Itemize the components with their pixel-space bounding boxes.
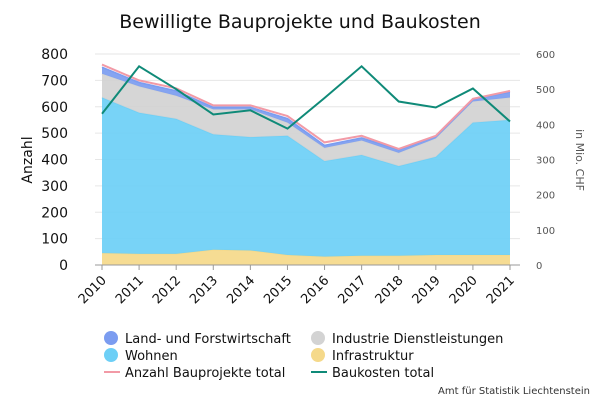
x-tick-label: 2021: [484, 273, 518, 307]
legend-swatch-dot: [104, 348, 118, 362]
legend-swatch-dot: [104, 331, 118, 345]
y-right-tick-label: 500: [536, 85, 555, 96]
x-tick-label: 2020: [447, 273, 481, 307]
y-left-tick-label: 100: [41, 232, 68, 248]
y-left-tick-label: 700: [41, 73, 68, 89]
legend-item-label: Land- und Forstwirtschaft: [125, 332, 291, 347]
legend-item-label: Infrastruktur: [332, 349, 414, 364]
legend-item-label: Wohnen: [125, 349, 178, 364]
x-tick-label: 2010: [76, 273, 110, 307]
source-note: Amt für Statistik Liechtenstein: [438, 386, 590, 397]
x-tick-label: 2017: [335, 273, 369, 307]
stacked-areas: [101, 66, 511, 265]
line-baukosten-total: [101, 64, 511, 130]
x-tick-label: 2019: [410, 273, 444, 307]
legend-swatch-dot: [311, 331, 325, 345]
area-industrie-dienstleistungen: [102, 73, 510, 167]
x-tick-label: 2016: [298, 273, 332, 307]
x-tick-label: 2014: [224, 273, 258, 307]
x-tick-label: 2011: [113, 273, 147, 307]
y-left-tick-label: 500: [41, 126, 68, 142]
line-series: [101, 63, 511, 150]
y-right-tick-label: 200: [536, 191, 555, 202]
y-left-tick-label: 600: [41, 100, 68, 116]
y-left-tick-label: 200: [41, 205, 68, 221]
x-tick-label: 2018: [373, 273, 407, 307]
x-tick-label: 2012: [150, 273, 184, 307]
area-wohnen: [102, 97, 510, 257]
legend-item-label: Baukosten total: [332, 366, 434, 381]
y-left-tick-label: 400: [41, 153, 68, 169]
y-left-tick-label: 800: [41, 47, 68, 63]
area-infrastruktur: [102, 249, 510, 265]
y-right-tick-label: 300: [536, 156, 555, 167]
y-right-tick-label: 0: [536, 261, 542, 272]
line-anzahl-bauprojekte-total: [101, 63, 511, 150]
x-tick-label: 2015: [261, 273, 295, 307]
legend-swatch-dot: [311, 348, 325, 362]
legend-item-label: Anzahl Bauprojekte total: [125, 366, 285, 381]
y-right-tick-label: 400: [536, 120, 555, 131]
y-axis-right-label: in Mio. CHF: [573, 129, 586, 191]
y-right-tick-label: 600: [536, 50, 555, 61]
y-axis-left-label: Anzahl: [20, 136, 36, 183]
y-left-tick-label: 0: [59, 258, 68, 274]
legend: Land- und Forstwirtschaft Industrie Diens…: [104, 331, 503, 381]
y-left-tick-label: 300: [41, 179, 68, 195]
y-right-tick-label: 100: [536, 226, 555, 237]
chart-title: Bewilligte Bauprojekte und Baukosten: [119, 11, 481, 33]
x-tick-label: 2013: [187, 273, 221, 307]
area-edge: [101, 73, 511, 154]
legend-item-label: Industrie Dienstleistungen: [332, 332, 503, 347]
